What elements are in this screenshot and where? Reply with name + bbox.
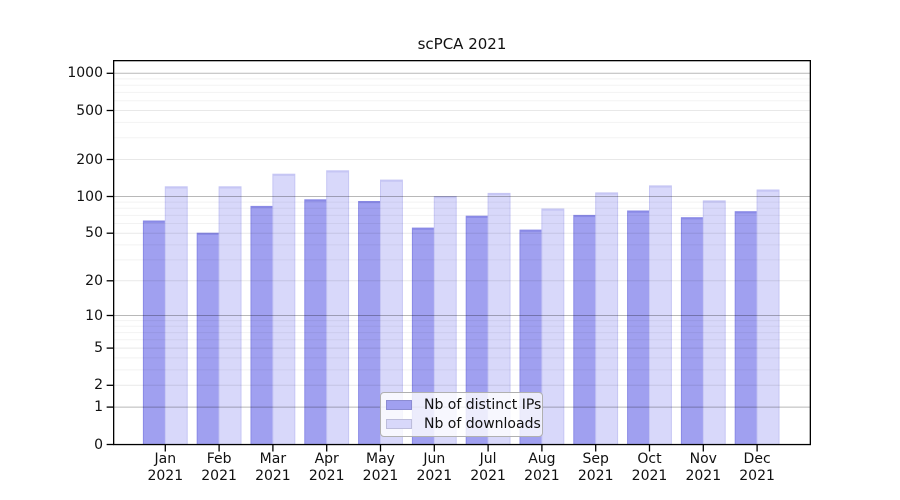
bar-distinct-ips-apr bbox=[304, 199, 328, 445]
y-tick-label-1000: 1000 bbox=[67, 65, 103, 82]
x-tick-label-jul: Jul 2021 bbox=[470, 451, 506, 484]
bar-distinct-ips-oct-top-edge bbox=[627, 211, 650, 213]
legend-label-downloads: Nb of downloads bbox=[424, 416, 541, 433]
bar-downloads-feb-top-edge bbox=[219, 186, 241, 189]
bar-distinct-ips-dec bbox=[734, 211, 758, 445]
bar-downloads-jun-top-edge bbox=[434, 196, 457, 199]
bar-distinct-ips-oct bbox=[627, 210, 650, 445]
bar-distinct-ips-sep bbox=[573, 214, 597, 445]
bar-distinct-ips-jun-top-edge bbox=[412, 228, 435, 230]
x-tick-label-oct: Oct 2021 bbox=[631, 451, 668, 484]
bar-distinct-ips-aug-top-edge bbox=[520, 230, 542, 232]
bar-distinct-ips-feb bbox=[196, 232, 220, 445]
y-tick-label-0: 0 bbox=[94, 436, 103, 453]
bar-downloads-sep-top-edge bbox=[595, 192, 618, 195]
y-tick-label-2: 2 bbox=[94, 377, 103, 394]
y-tick-label-1: 1 bbox=[94, 399, 103, 416]
bar-downloads-may-top-edge bbox=[380, 180, 403, 182]
chart-title: scPCA 2021 bbox=[417, 35, 507, 53]
bar-downloads-oct-top-edge bbox=[649, 185, 672, 188]
legend-swatch-downloads bbox=[386, 419, 412, 430]
y-tick-label-500: 500 bbox=[76, 102, 103, 119]
bar-downloads-apr bbox=[326, 170, 350, 446]
bar-distinct-ips-jan-top-edge bbox=[143, 221, 166, 223]
bar-downloads-mar-top-edge bbox=[272, 174, 295, 176]
x-tick-label-feb: Feb 2021 bbox=[201, 451, 237, 484]
x-tick-label-may: May 2021 bbox=[362, 451, 399, 484]
y-tick-label-200: 200 bbox=[76, 151, 103, 168]
bar-distinct-ips-feb-top-edge bbox=[197, 233, 220, 235]
bar-distinct-ips-jul-top-edge bbox=[466, 216, 489, 218]
bar-distinct-ips-nov bbox=[680, 217, 704, 445]
legend-entry-distinct-ips: Nb of distinct IPs bbox=[381, 397, 542, 413]
bar-downloads-nov bbox=[702, 200, 726, 445]
legend-label-distinct-ips: Nb of distinct IPs bbox=[424, 396, 542, 413]
x-tick-label-dec: Dec 2021 bbox=[739, 451, 775, 484]
bar-downloads-jan-top-edge bbox=[165, 186, 188, 189]
bar-distinct-ips-sep-top-edge bbox=[573, 215, 596, 218]
bar-downloads-nov-top-edge bbox=[703, 200, 726, 203]
x-tick-label-sep: Sep 2021 bbox=[577, 451, 614, 484]
bar-downloads-apr-top-edge bbox=[326, 170, 349, 173]
bar-distinct-ips-may-top-edge bbox=[358, 201, 381, 204]
x-tick-label-jan: Jan 2021 bbox=[147, 451, 184, 484]
x-tick-label-jun: Jun 2021 bbox=[416, 451, 453, 484]
x-tick-label-apr: Apr 2021 bbox=[308, 451, 345, 484]
y-tick-label-100: 100 bbox=[76, 188, 103, 205]
legend-entry-downloads: Nb of downloads bbox=[381, 416, 542, 432]
legend: Nb of distinct IPs Nb of downloads bbox=[380, 392, 543, 437]
bar-downloads-dec bbox=[756, 189, 780, 445]
y-tick-label-50: 50 bbox=[85, 225, 103, 242]
legend-swatch-distinct-ips bbox=[386, 399, 412, 410]
bar-distinct-ips-nov-top-edge bbox=[681, 217, 704, 220]
x-tick-label-nov: Nov 2021 bbox=[685, 451, 722, 484]
bar-distinct-ips-dec-top-edge bbox=[735, 211, 758, 214]
y-tick-label-10: 10 bbox=[85, 307, 103, 324]
bar-downloads-aug-top-edge bbox=[541, 209, 564, 211]
bar-downloads-dec-top-edge bbox=[757, 190, 779, 192]
y-tick-label-20: 20 bbox=[85, 272, 103, 289]
bar-distinct-ips-mar-top-edge bbox=[251, 206, 273, 209]
bar-downloads-mar bbox=[272, 173, 296, 445]
x-tick-label-aug: Aug 2021 bbox=[524, 451, 560, 484]
y-tick-label-5: 5 bbox=[94, 340, 103, 357]
x-tick-label-mar: Mar 2021 bbox=[255, 451, 291, 484]
bar-distinct-ips-mar bbox=[250, 205, 274, 445]
bar-distinct-ips-apr-top-edge bbox=[304, 199, 327, 202]
bar-downloads-jul-top-edge bbox=[488, 193, 510, 196]
axes-spines bbox=[113, 60, 812, 446]
bar-distinct-ips-may bbox=[358, 201, 382, 445]
